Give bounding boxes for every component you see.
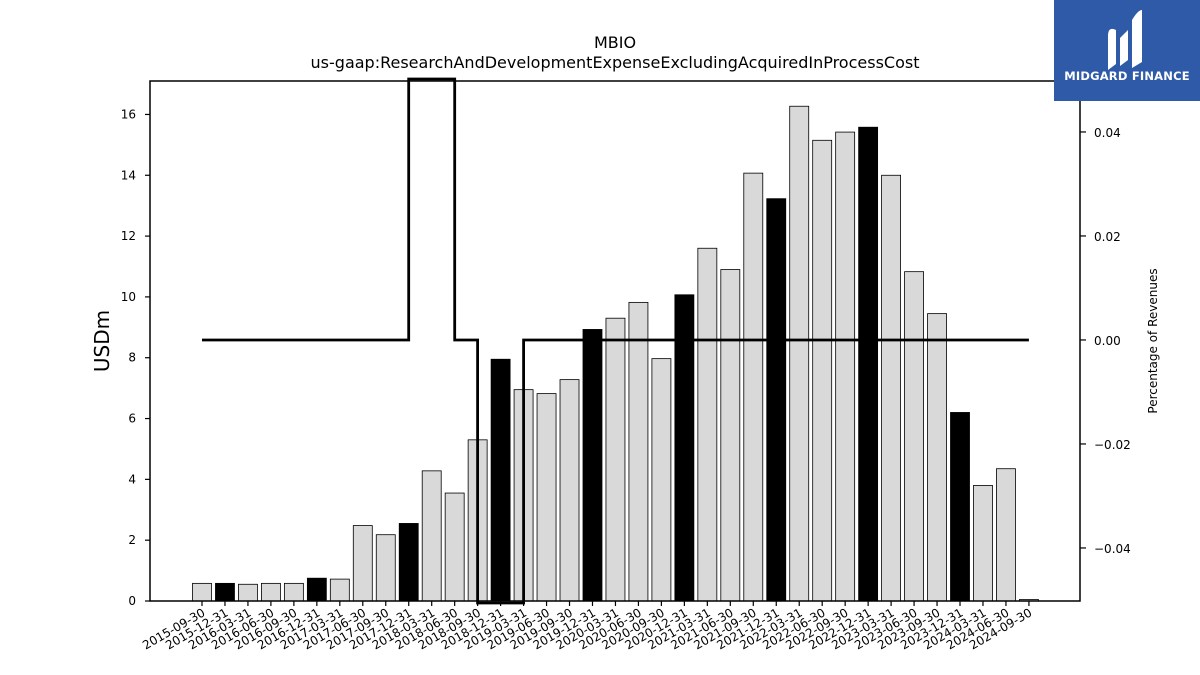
percentage-line (202, 77, 1029, 605)
bar-2022-06-30 (812, 139, 833, 602)
y-tick-label: 8 (128, 351, 136, 365)
bar-2016-03-31 (238, 583, 258, 602)
x-axis: 2015-09-302015-12-312016-03-312016-06-30… (140, 601, 1034, 652)
logo-text: MIDGARD FINANCE (1064, 69, 1190, 83)
bar-2022-09-30 (835, 131, 856, 602)
bar-2024-03-31 (973, 485, 993, 602)
y-tick-label: 4 (128, 472, 136, 486)
y2-tick-label: 0.02 (1094, 230, 1121, 244)
y2-tick-label: −0.02 (1094, 438, 1131, 452)
y-tick-label: 2 (128, 533, 136, 547)
y2-tick-label: 0.00 (1094, 334, 1121, 348)
bar-2018-03-31 (421, 470, 442, 602)
line-group (202, 77, 1029, 605)
bar-2023-12-31 (950, 412, 970, 602)
y-axis-right: −0.04 −0.02 0.00 0.02 0.04 (1080, 126, 1131, 556)
y-axis-left: 0 2 4 6 8 10 12 14 16 (121, 107, 150, 608)
y2-tick-label: 0.04 (1094, 126, 1121, 140)
bar-2022-12-31 (858, 126, 879, 602)
bar-2017-03-31 (329, 578, 350, 602)
bar-2018-12-31 (490, 358, 511, 602)
y-tick-label: 12 (121, 229, 136, 243)
y2-tick-label: −0.04 (1094, 542, 1131, 556)
bar-2021-12-31 (766, 198, 787, 602)
bar-2016-06-30 (261, 582, 281, 602)
y-axis-label: USDm (90, 310, 114, 372)
bar-2021-03-31 (697, 247, 718, 602)
bar-2022-03-31 (789, 105, 810, 602)
y-tick-label: 14 (121, 168, 136, 182)
y2-axis-label: Percentage of Revenues (1146, 268, 1160, 413)
logo-mark-icon (1108, 10, 1142, 70)
bar-2024-06-30 (996, 468, 1016, 602)
bar-2021-06-30 (720, 269, 741, 602)
bar-2019-09-30 (559, 379, 580, 602)
chart-subtitle: us-gaap:ResearchAndDevelopmentExpenseExc… (311, 53, 920, 72)
midgard-finance-logo: MIDGARD FINANCE (1054, 0, 1200, 101)
bar-2020-03-31 (605, 317, 626, 602)
y-tick-label: 16 (121, 107, 136, 121)
bar-2023-06-30 (904, 271, 924, 602)
bar-2017-06-30 (352, 525, 373, 602)
bar-2023-09-30 (927, 313, 947, 602)
bar-2020-06-30 (628, 301, 649, 602)
bar-2020-09-30 (651, 358, 672, 602)
bar-2017-09-30 (375, 534, 396, 602)
bar-2016-12-31 (306, 577, 327, 602)
y-tick-label: 10 (121, 290, 136, 304)
bar-2015-09-30 (192, 582, 212, 602)
bar-2021-09-30 (743, 172, 764, 602)
bar-group (192, 105, 1039, 602)
bar-2019-06-30 (536, 393, 557, 602)
bar-2018-06-30 (444, 492, 465, 602)
bar-2016-09-30 (283, 582, 304, 602)
bar-2019-12-31 (582, 329, 603, 602)
bar-2017-12-31 (398, 523, 419, 602)
bar-2015-12-31 (215, 582, 235, 602)
bar-2023-03-31 (881, 174, 901, 602)
y-tick-label: 0 (128, 594, 136, 608)
chart-title: MBIO (594, 33, 636, 52)
y-tick-label: 6 (128, 412, 136, 426)
